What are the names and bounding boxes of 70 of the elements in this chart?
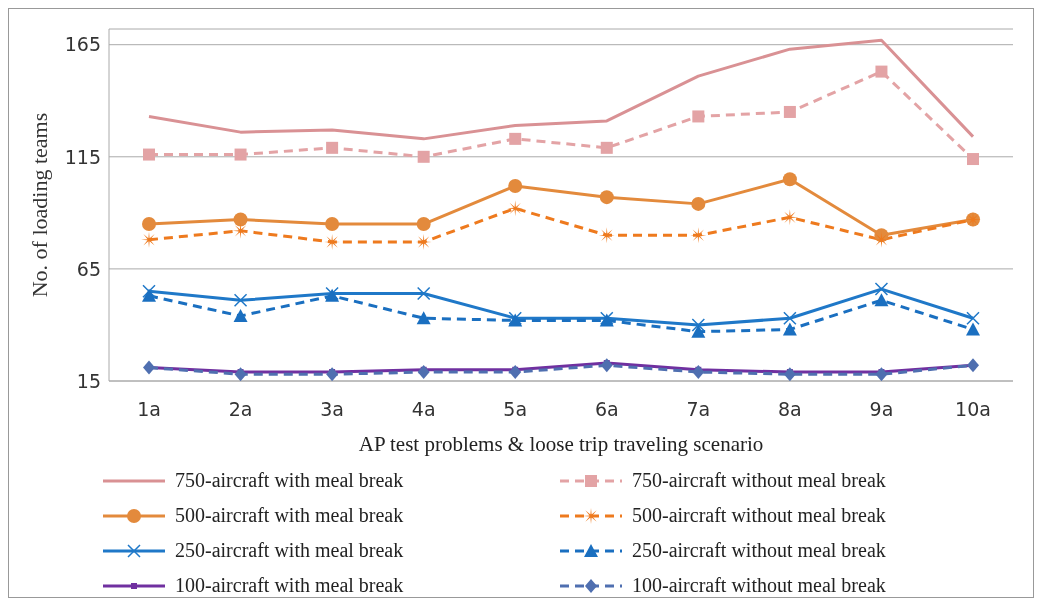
point (783, 367, 796, 381)
point (508, 178, 523, 193)
point (326, 141, 339, 154)
point (875, 65, 888, 78)
y-axis-title: No. of loading teams (26, 112, 52, 298)
legend-label: 500-aircraft with meal break (175, 504, 404, 527)
point (598, 227, 615, 244)
y-tick-label: 65 (76, 257, 101, 280)
point (691, 196, 706, 211)
point (782, 172, 797, 187)
x-tick-label: 6a (594, 398, 619, 421)
point (690, 227, 707, 244)
point (233, 212, 248, 227)
point (967, 153, 979, 166)
point (966, 322, 980, 336)
point (142, 217, 156, 232)
point (233, 293, 248, 308)
point (875, 367, 888, 381)
x-tick-label: 2a (228, 398, 253, 421)
y-tick-label: 15 (76, 369, 101, 392)
point (509, 132, 522, 145)
point (143, 148, 155, 161)
point (874, 282, 889, 296)
y-tick-label: 165 (64, 33, 101, 56)
point (234, 148, 247, 161)
point (783, 311, 797, 325)
legend-label: 250-aircraft without meal break (632, 539, 886, 562)
x-tick-label: 3a (320, 398, 344, 421)
point (600, 358, 613, 373)
point (691, 324, 706, 338)
point (782, 322, 797, 336)
legend-label: 250-aircraft with meal break (175, 539, 404, 562)
legend-label: 500-aircraft without meal break (632, 504, 886, 527)
point (233, 308, 248, 322)
point (416, 286, 431, 301)
point (599, 190, 614, 205)
point (692, 365, 705, 380)
line-series (147, 38, 975, 141)
x-tick-label: 10a (955, 398, 991, 421)
x-tick-label: 7a (686, 398, 711, 421)
point (325, 217, 340, 232)
point (509, 365, 522, 380)
point (142, 284, 156, 299)
x-tick-label: 4a (411, 398, 436, 421)
point (783, 105, 796, 118)
point (143, 360, 155, 375)
point (142, 288, 156, 302)
x-axis-title: AP test problems & loose trip traveling scenario (358, 432, 764, 456)
point (416, 311, 431, 325)
x-tick-label: 8a (778, 398, 802, 421)
point (692, 110, 705, 123)
legend-label: 100-aircraft without meal break (632, 574, 886, 597)
point (691, 318, 706, 332)
point (417, 365, 430, 380)
y-tick-label: 115 (64, 145, 101, 168)
point (967, 358, 979, 373)
x-tick-label: 1a (137, 398, 161, 421)
point (873, 231, 890, 248)
point (326, 367, 339, 381)
point (600, 141, 613, 154)
point (416, 217, 431, 232)
point (966, 311, 980, 325)
x-tick-label: 5a (503, 398, 528, 421)
legend-label: 750-aircraft with meal break (175, 469, 404, 492)
point (232, 222, 249, 239)
legend-label: 750-aircraft without meal break (632, 469, 886, 492)
point (417, 150, 430, 163)
point (874, 293, 889, 307)
legend-label: 100-aircraft with meal break (175, 574, 404, 597)
x-tick-label: 9a (869, 398, 894, 421)
